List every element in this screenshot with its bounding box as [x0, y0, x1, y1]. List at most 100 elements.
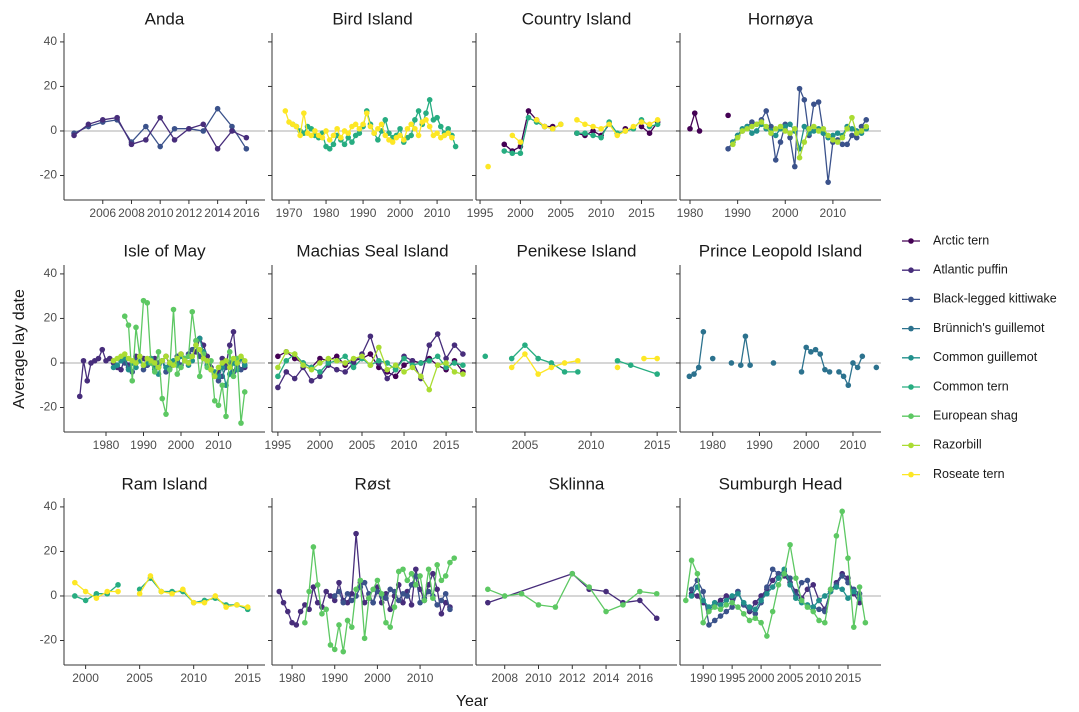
data-point: [387, 606, 394, 613]
series-line: [511, 353, 658, 375]
data-point: [641, 355, 647, 362]
data-point: [445, 125, 451, 132]
data-point: [426, 97, 433, 103]
data-point: [825, 132, 831, 139]
data-point: [638, 123, 645, 130]
data-point: [849, 114, 855, 121]
data-point: [400, 590, 406, 597]
data-point: [638, 119, 645, 125]
data-point: [582, 130, 588, 136]
data-point: [845, 555, 851, 561]
data-point: [772, 125, 779, 132]
data-point: [392, 373, 399, 380]
data-point: [367, 123, 374, 130]
series-line: [689, 332, 876, 385]
data-point: [764, 584, 770, 590]
x-tick-label: 1980: [313, 206, 340, 220]
data-point: [630, 123, 637, 130]
x-tick-label: 1995: [467, 206, 494, 220]
data-point: [614, 364, 621, 371]
data-point: [133, 324, 139, 331]
legend-label: Atlantic puffin: [933, 262, 1008, 276]
legend-label: Black-legged kittiwake: [933, 292, 1057, 306]
data-point: [363, 110, 370, 116]
panel-title: Sklinna: [549, 474, 605, 493]
data-point: [384, 366, 391, 373]
data-point: [482, 353, 489, 360]
data-point: [330, 132, 337, 139]
data-point: [717, 597, 724, 604]
data-point: [706, 608, 712, 615]
data-point: [374, 577, 381, 584]
data-point: [289, 619, 295, 626]
data-point: [735, 590, 741, 597]
data-point: [297, 608, 304, 615]
data-point: [862, 619, 869, 626]
data-point: [291, 375, 298, 382]
data-point: [787, 130, 793, 136]
data-point: [336, 579, 342, 586]
data-point: [383, 619, 389, 626]
data-point: [404, 577, 411, 584]
data-point: [614, 132, 621, 139]
data-point: [95, 355, 102, 362]
series-line: [511, 344, 658, 375]
data-point: [836, 369, 842, 375]
data-point: [308, 377, 315, 384]
data-point: [430, 570, 436, 577]
data-point: [811, 101, 817, 108]
data-point: [334, 125, 340, 132]
data-point: [378, 590, 385, 597]
data-point: [817, 351, 824, 357]
data-point: [849, 125, 855, 132]
data-point: [133, 364, 139, 371]
data-point: [525, 108, 532, 114]
x-tick-label: 2008: [118, 206, 145, 220]
y-axis-title: Average lay date: [11, 289, 28, 409]
data-point: [850, 588, 857, 595]
x-tick-label: 2000: [748, 671, 775, 685]
x-tick-label: 2010: [820, 206, 847, 220]
data-point: [859, 353, 866, 360]
data-point: [306, 606, 312, 613]
data-point: [749, 119, 755, 125]
data-point: [798, 369, 805, 375]
data-point: [827, 586, 834, 593]
data-point: [317, 360, 323, 366]
data-point: [796, 85, 803, 92]
data-point: [241, 389, 248, 395]
panel-title: Country Island: [522, 9, 632, 28]
data-point: [434, 353, 441, 360]
data-point: [654, 371, 660, 377]
data-point: [426, 342, 433, 348]
data-point: [839, 586, 845, 593]
data-point: [99, 117, 106, 123]
data-point: [839, 134, 846, 141]
data-point: [816, 617, 822, 624]
data-point: [170, 362, 177, 369]
data-point: [451, 342, 458, 348]
data-point: [374, 588, 381, 595]
data-point: [223, 413, 229, 420]
data-point: [804, 604, 811, 610]
data-point: [729, 599, 735, 606]
data-point: [557, 121, 564, 128]
data-point: [356, 125, 363, 132]
data-point: [215, 364, 222, 371]
data-point: [325, 355, 332, 362]
data-point: [352, 121, 359, 128]
data-point: [700, 619, 706, 626]
data-point: [858, 128, 865, 134]
series-line: [685, 511, 867, 639]
panel: Bird Island 1970 1980 1990 2000 2010: [268, 9, 473, 220]
data-point: [243, 134, 250, 141]
data-point: [744, 125, 750, 132]
data-point: [383, 595, 389, 601]
x-tick-label: 2010: [525, 671, 552, 685]
data-point: [157, 114, 163, 121]
x-tick-label: 2016: [233, 206, 260, 220]
data-point: [723, 602, 730, 608]
data-point: [700, 329, 707, 335]
data-point: [833, 584, 840, 590]
data-point: [360, 121, 366, 128]
